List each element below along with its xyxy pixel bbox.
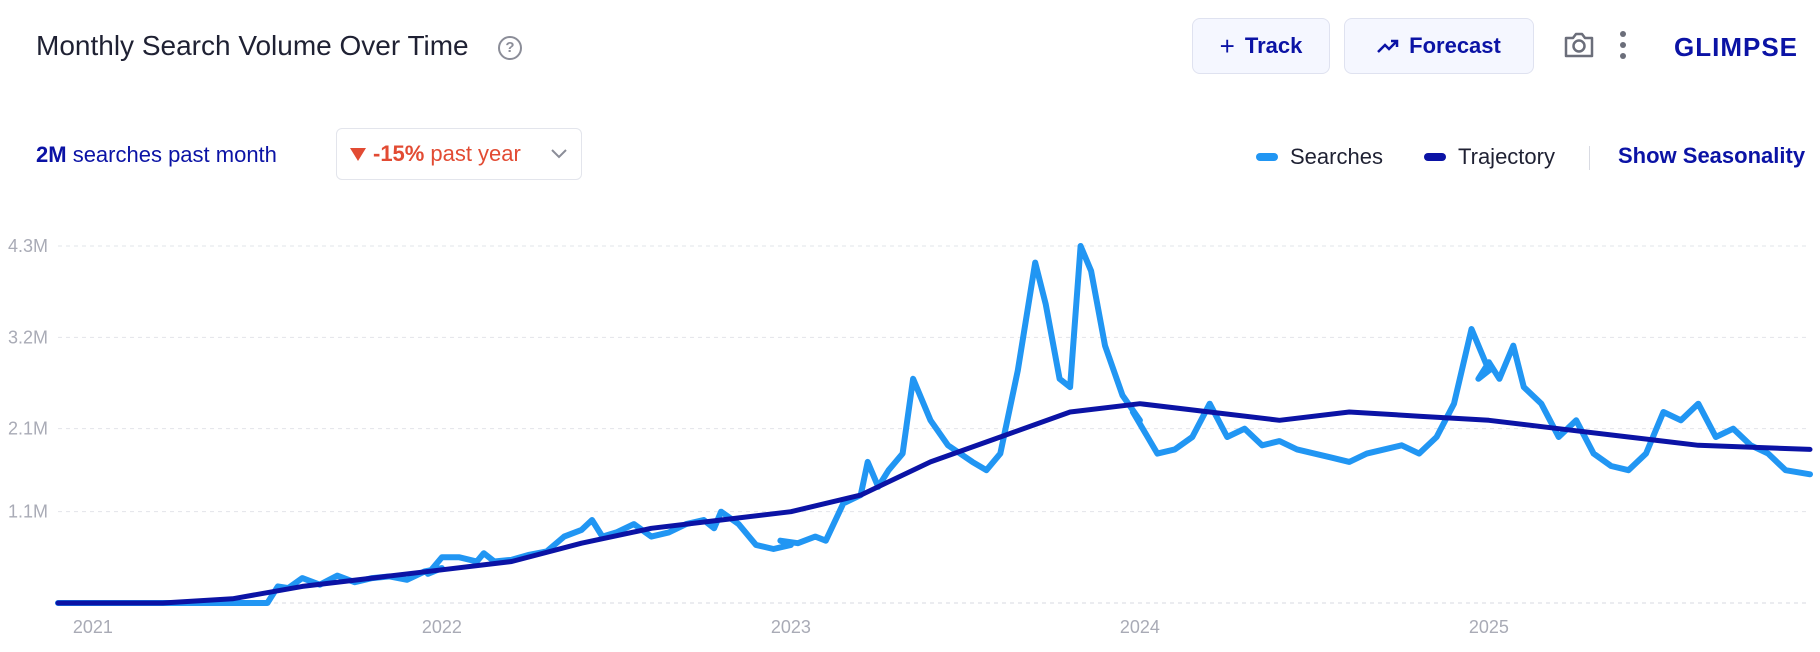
x-tick-label: 2022 xyxy=(422,617,462,637)
volume-text: searches past month xyxy=(72,142,277,167)
trending-up-icon xyxy=(1377,39,1399,53)
series-line-trajectory xyxy=(55,401,1813,606)
change-value: -15% xyxy=(373,141,425,166)
x-tick-label: 2025 xyxy=(1469,617,1509,637)
track-label: Track xyxy=(1244,33,1303,58)
forecast-button[interactable]: Forecast xyxy=(1344,18,1534,74)
x-tick-label: 2023 xyxy=(771,617,811,637)
volume-stat: 2M searches past month xyxy=(36,142,277,168)
forecast-label: Forecast xyxy=(1409,33,1501,58)
logo: GLIMPSE xyxy=(1674,32,1799,62)
change-text: past year xyxy=(430,141,521,166)
legend-searches-label: Searches xyxy=(1290,144,1383,169)
change-dropdown[interactable]: -15% past year xyxy=(336,128,582,180)
trajectory-swatch xyxy=(1424,153,1446,161)
track-button[interactable]: + Track xyxy=(1192,18,1330,74)
legend-searches: Searches xyxy=(1256,144,1383,170)
camera-icon[interactable] xyxy=(1562,28,1596,62)
search-volume-chart: 1.1M 2.1M 3.2M 4.3M 2021 2022 2023 2024 2025 xyxy=(8,236,1813,637)
y-tick-label: 2.1M xyxy=(8,419,48,439)
legend-trajectory: Trajectory xyxy=(1424,144,1555,170)
searches-swatch xyxy=(1256,153,1278,161)
show-seasonality-link[interactable]: Show Seasonality xyxy=(1618,143,1806,168)
plus-icon: + xyxy=(1219,30,1235,61)
x-tick-label: 2024 xyxy=(1120,617,1160,637)
y-tick-label: 3.2M xyxy=(8,327,48,347)
legend-trajectory-label: Trajectory xyxy=(1458,144,1555,169)
x-tick-label: 2021 xyxy=(73,617,113,637)
legend-divider xyxy=(1589,146,1590,170)
y-tick-label: 1.1M xyxy=(8,502,48,522)
y-tick-label: 4.3M xyxy=(8,236,48,256)
page-title: Monthly Search Volume Over Time xyxy=(36,30,469,61)
help-icon[interactable]: ? xyxy=(498,36,522,60)
volume-value: 2M xyxy=(36,142,67,167)
series-line-searches xyxy=(55,243,1813,606)
triangle-down-icon xyxy=(350,148,366,161)
more-icon[interactable] xyxy=(1618,30,1628,60)
chevron-down-icon xyxy=(551,149,567,159)
